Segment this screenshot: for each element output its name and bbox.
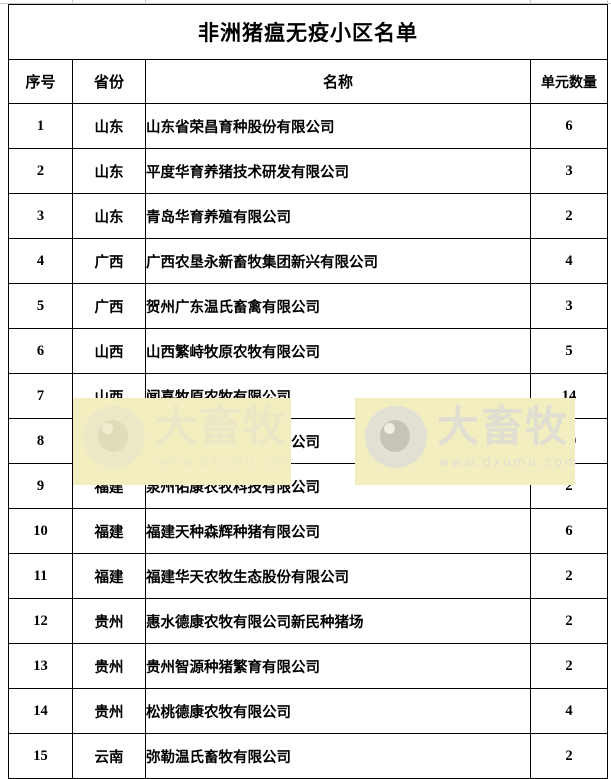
- cell-name: 广西农垦永新畜牧集团新兴有限公司: [145, 238, 531, 284]
- table-row: 2 山东 平度华育养猪技术研发有限公司 3: [8, 148, 608, 194]
- cell-province: 贵州: [72, 643, 146, 689]
- cell-name: 惠水德康农牧有限公司新民种猪场: [145, 598, 531, 644]
- cell-name: 平度华育养猪技术研发有限公司: [145, 148, 531, 194]
- cell-index: 6: [8, 328, 73, 374]
- cell-index: 13: [8, 643, 73, 689]
- cell-quantity: 14: [530, 373, 608, 419]
- cell-name: 福建华天农牧生态股份有限公司: [145, 553, 531, 599]
- cell-name: 山东省荣昌育种股份有限公司: [145, 103, 531, 149]
- cell-province: 福建: [72, 463, 146, 509]
- title-row: 非洲猪瘟无疫小区名单: [8, 4, 608, 60]
- table-row: 10 福建 福建天种森辉种猪有限公司 6: [8, 508, 608, 554]
- cell-index: 4: [8, 238, 73, 284]
- cell-name: 山西永济牧原农牧有限公司: [145, 418, 531, 464]
- cell-index: 11: [8, 553, 73, 599]
- cell-index: 15: [8, 733, 73, 779]
- column-header-quantity: 单元数量: [530, 59, 608, 104]
- cell-province: 福建: [72, 553, 146, 599]
- cell-quantity: 3: [530, 148, 608, 194]
- table-row: 14 贵州 松桃德康农牧有限公司 4: [8, 688, 608, 734]
- cell-province: 广西: [72, 238, 146, 284]
- table-row: 3 山东 青岛华育养殖有限公司 2: [8, 193, 608, 239]
- spreadsheet-gridline: [0, 0, 611, 4]
- cell-name: 贺州广东温氏畜禽有限公司: [145, 283, 531, 329]
- table-row: 11 福建 福建华天农牧生态股份有限公司 2: [8, 553, 608, 599]
- cell-index: 14: [8, 688, 73, 734]
- cell-quantity: 2: [530, 643, 608, 689]
- cell-index: 3: [8, 193, 73, 239]
- cell-quantity: 2: [530, 598, 608, 644]
- table-row: 9 福建 泉州佑康农牧科技有限公司 2: [8, 463, 608, 509]
- cell-name: 福建天种森辉种猪有限公司: [145, 508, 531, 554]
- cell-quantity: 3: [530, 283, 608, 329]
- cell-quantity: 4: [530, 238, 608, 284]
- cell-quantity: 6: [530, 508, 608, 554]
- cell-province: 贵州: [72, 688, 146, 734]
- cell-province: 山西: [72, 328, 146, 374]
- cell-province: 广西: [72, 283, 146, 329]
- cell-quantity: 2: [530, 553, 608, 599]
- column-header-province: 省份: [72, 59, 146, 104]
- cell-name: 闻喜牧原农牧有限公司: [145, 373, 531, 419]
- table-row: 12 贵州 惠水德康农牧有限公司新民种猪场 2: [8, 598, 608, 644]
- cell-province: 云南: [72, 733, 146, 779]
- cell-index: 10: [8, 508, 73, 554]
- column-header-name: 名称: [145, 59, 531, 104]
- cell-quantity: 5: [530, 328, 608, 374]
- cell-index: 12: [8, 598, 73, 644]
- page-title: 非洲猪瘟无疫小区名单: [8, 4, 608, 60]
- cell-index: 9: [8, 463, 73, 509]
- cell-quantity: 6: [530, 103, 608, 149]
- column-header-index: 序号: [8, 59, 73, 104]
- cell-quantity: 2: [530, 463, 608, 509]
- cell-index: 7: [8, 373, 73, 419]
- gridline-tick-column-4: [607, 0, 608, 4]
- gridline-tick-column-1: [72, 0, 73, 4]
- table-row: 5 广西 贺州广东温氏畜禽有限公司 3: [8, 283, 608, 329]
- cell-name: 山西繁峙牧原农牧有限公司: [145, 328, 531, 374]
- cell-name: 青岛华育养殖有限公司: [145, 193, 531, 239]
- table-row: 6 山西 山西繁峙牧原农牧有限公司 5: [8, 328, 608, 374]
- cell-quantity: 4: [530, 688, 608, 734]
- table-row: 15 云南 弥勒温氏畜牧有限公司 2: [8, 733, 608, 779]
- cell-province: 福建: [72, 508, 146, 554]
- cell-quantity: 2: [530, 733, 608, 779]
- table-row: 8 山西 山西永济牧原农牧有限公司 10: [8, 418, 608, 464]
- cell-name: 泉州佑康农牧科技有限公司: [145, 463, 531, 509]
- table-row: 7 山西 闻喜牧原农牧有限公司 14: [8, 373, 608, 419]
- gridline-tick-column-3: [530, 0, 531, 4]
- table-header-row: 序号 省份 名称 单元数量: [8, 59, 608, 104]
- cell-province: 山西: [72, 418, 146, 464]
- gridline-tick-column-2: [145, 0, 146, 4]
- cell-quantity: 2: [530, 193, 608, 239]
- cell-quantity: 10: [530, 418, 608, 464]
- table-row: 13 贵州 贵州智源种猪繁育有限公司 2: [8, 643, 608, 689]
- cell-province: 山西: [72, 373, 146, 419]
- cell-index: 1: [8, 103, 73, 149]
- cell-name: 贵州智源种猪繁育有限公司: [145, 643, 531, 689]
- table-row: 4 广西 广西农垦永新畜牧集团新兴有限公司 4: [8, 238, 608, 284]
- cell-province: 山东: [72, 193, 146, 239]
- table-container: 非洲猪瘟无疫小区名单 序号 省份 名称 单元数量 1 山东 山东省荣昌育种股份有限公…: [8, 4, 608, 779]
- cell-name: 松桃德康农牧有限公司: [145, 688, 531, 734]
- cell-index: 2: [8, 148, 73, 194]
- cell-index: 5: [8, 283, 73, 329]
- cell-name: 弥勒温氏畜牧有限公司: [145, 733, 531, 779]
- cell-index: 8: [8, 418, 73, 464]
- cell-province: 贵州: [72, 598, 146, 644]
- pig-disease-free-zone-table: 非洲猪瘟无疫小区名单 序号 省份 名称 单元数量 1 山东 山东省荣昌育种股份有限公…: [8, 4, 608, 779]
- cell-province: 山东: [72, 148, 146, 194]
- table-row: 1 山东 山东省荣昌育种股份有限公司 6: [8, 103, 608, 149]
- cell-province: 山东: [72, 103, 146, 149]
